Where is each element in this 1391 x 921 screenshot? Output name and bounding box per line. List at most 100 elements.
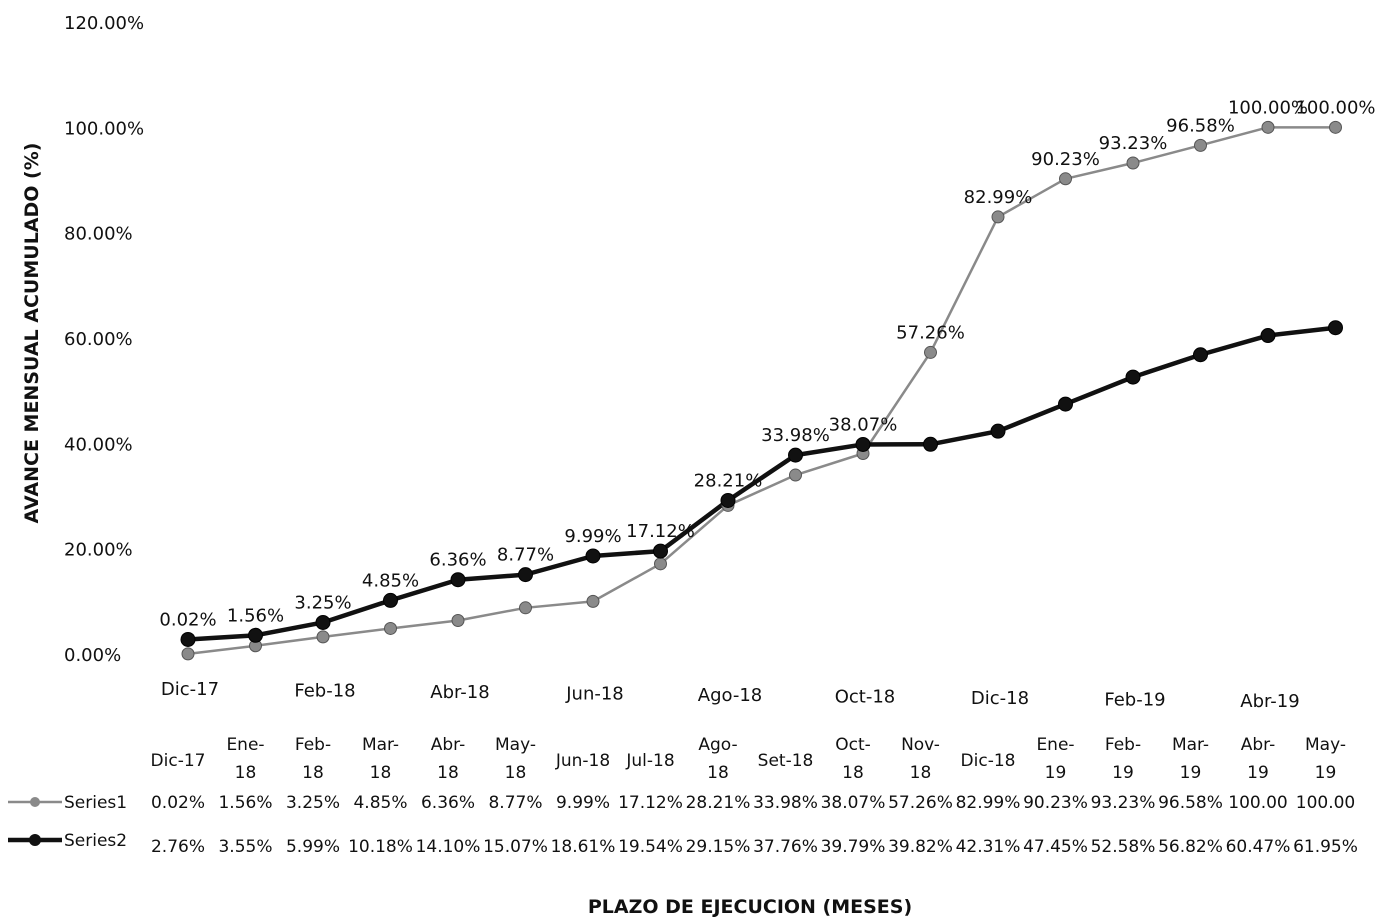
table-cell: 29.15% bbox=[686, 837, 751, 857]
data-label: 100.00% bbox=[1295, 97, 1375, 118]
table-header: Abr- bbox=[1241, 735, 1275, 755]
data-label: 9.99% bbox=[564, 526, 621, 547]
data-point bbox=[720, 492, 736, 508]
table-header: Set-18 bbox=[758, 751, 814, 771]
data-label: 6.36% bbox=[429, 550, 486, 571]
table-header: Mar- bbox=[362, 735, 399, 755]
data-point bbox=[1058, 396, 1073, 412]
data-point bbox=[451, 614, 465, 628]
data-label: 96.58% bbox=[1166, 115, 1235, 136]
table-cell: 93.23% bbox=[1091, 793, 1156, 813]
data-point bbox=[654, 557, 667, 571]
table-cell: 17.12% bbox=[618, 793, 683, 813]
table-cell: 15.07% bbox=[483, 837, 548, 857]
table-header: 19 bbox=[1045, 763, 1067, 783]
table-cell: 52.58% bbox=[1091, 837, 1156, 857]
data-point bbox=[586, 594, 600, 608]
data-label: 100.00% bbox=[1228, 97, 1308, 118]
data-point bbox=[924, 345, 937, 359]
table-cell: 18.61% bbox=[551, 837, 616, 857]
x-tick-label: Abr-19 bbox=[1240, 691, 1299, 712]
table-cell: 6.36% bbox=[421, 793, 475, 813]
data-label: 38.07% bbox=[829, 414, 898, 435]
data-point bbox=[855, 436, 871, 452]
data-label: 1.56% bbox=[227, 605, 284, 626]
data-point bbox=[788, 447, 803, 463]
data-label: 82.99% bbox=[964, 187, 1033, 208]
table-header: 18 bbox=[707, 763, 729, 783]
table-header: May- bbox=[1305, 735, 1346, 755]
x-axis-title: PLAZO DE EJECUCION (MESES) bbox=[588, 896, 912, 918]
y-tick-label: 20.00% bbox=[64, 540, 133, 561]
data-point bbox=[180, 631, 196, 647]
table-cell: 56.82% bbox=[1158, 837, 1223, 857]
x-tick-label: Abr-18 bbox=[430, 682, 489, 703]
data-point bbox=[383, 592, 398, 608]
table-cell: 42.31% bbox=[956, 837, 1021, 857]
table-header: 18 bbox=[505, 763, 527, 783]
data-point bbox=[923, 436, 938, 452]
x-tick-label: Ago-18 bbox=[698, 685, 763, 706]
data-label: 28.21% bbox=[694, 470, 763, 491]
table-cell: 1.56% bbox=[218, 793, 272, 813]
data-point bbox=[585, 548, 601, 564]
series-points bbox=[180, 120, 1343, 661]
table-cell: 5.99% bbox=[286, 837, 340, 857]
data-point bbox=[1059, 172, 1072, 186]
table-header: Feb- bbox=[295, 735, 331, 755]
data-point bbox=[316, 630, 330, 644]
table-cell: 3.55% bbox=[218, 837, 272, 857]
data-point bbox=[384, 621, 397, 635]
data-label: 0.02% bbox=[159, 609, 216, 630]
table-cell: 0.02% bbox=[151, 793, 205, 813]
x-tick-label: Oct-18 bbox=[835, 687, 896, 708]
x-tick-label: Dic-17 bbox=[161, 679, 219, 700]
x-tick-label: Feb-19 bbox=[1104, 690, 1165, 711]
y-axis-ticks: 0.00% 20.00% 40.00% 60.00% 80.00% 100.00% 120.… bbox=[64, 13, 144, 666]
table-cell: 100.00 bbox=[1296, 793, 1355, 813]
data-point bbox=[519, 601, 532, 615]
legend-series-name: Series2 bbox=[64, 831, 127, 851]
data-point bbox=[1260, 328, 1276, 344]
table-cell: 8.77% bbox=[488, 793, 542, 813]
table-header: Ene- bbox=[226, 735, 264, 755]
data-point bbox=[1329, 120, 1342, 134]
table-cell: 82.99% bbox=[956, 793, 1021, 813]
table-header: 18 bbox=[235, 763, 257, 783]
table-cell: 100.00 bbox=[1228, 793, 1287, 813]
table-header: Nov- bbox=[901, 735, 940, 755]
table-cell: 90.23% bbox=[1023, 793, 1088, 813]
table-header: 18 bbox=[302, 763, 324, 783]
table-header: Ago- bbox=[698, 735, 737, 755]
data-point bbox=[990, 423, 1006, 439]
table-cell: 37.76% bbox=[753, 837, 818, 857]
table-cell: 33.98% bbox=[753, 793, 818, 813]
table-header: 19 bbox=[1180, 763, 1202, 783]
table-cell: 60.47% bbox=[1226, 837, 1291, 857]
table-header: Mar- bbox=[1172, 735, 1209, 755]
data-point bbox=[1328, 320, 1343, 336]
table-header: Dic-17 bbox=[151, 751, 206, 771]
x-tick-label: Jun-18 bbox=[565, 684, 624, 705]
data-point bbox=[450, 572, 466, 588]
table-cell: 9.99% bbox=[556, 793, 610, 813]
legend-series-name: Series1 bbox=[64, 793, 127, 813]
data-label: 93.23% bbox=[1099, 133, 1168, 154]
table-header: Abr- bbox=[431, 735, 465, 755]
data-point bbox=[315, 614, 331, 630]
data-point bbox=[653, 543, 668, 559]
x-axis-ticks: Dic-17 Feb-18 Abr-18 Jun-18 Ago-18 Oct-18 Dic-… bbox=[161, 679, 1300, 712]
data-point bbox=[518, 567, 533, 583]
table-header: Oct- bbox=[835, 735, 871, 755]
x-tick-label: Dic-18 bbox=[971, 688, 1029, 709]
data-point bbox=[1126, 156, 1140, 170]
data-point bbox=[248, 627, 263, 643]
data-point bbox=[1194, 138, 1207, 152]
table-cell: 4.85% bbox=[353, 793, 407, 813]
table-header: May- bbox=[495, 735, 536, 755]
table-cell: 14.10% bbox=[416, 837, 481, 857]
legend-swatch-marker bbox=[29, 834, 41, 846]
y-axis-title: AVANCE MENSUAL ACUMULADO (%) bbox=[21, 143, 43, 524]
data-label: 8.77% bbox=[497, 545, 554, 566]
